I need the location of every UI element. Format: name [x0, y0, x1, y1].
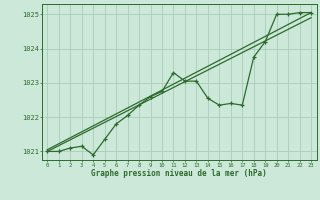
X-axis label: Graphe pression niveau de la mer (hPa): Graphe pression niveau de la mer (hPa) [91, 169, 267, 178]
